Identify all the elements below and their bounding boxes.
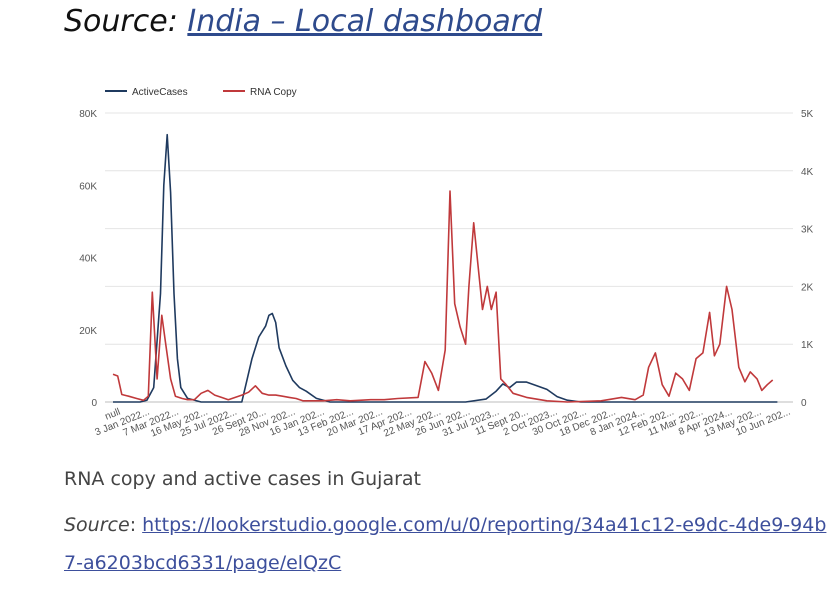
y-left-tick-label: 20K	[79, 326, 97, 337]
y-axis-left: 0 20K 40K 60K 80K	[79, 109, 97, 409]
y-left-tick-label: 0	[91, 398, 97, 409]
x-tick-label: null	[104, 407, 123, 423]
y-left-tick-label: 40K	[79, 254, 97, 265]
y-right-tick-label: 2K	[801, 282, 814, 293]
caption-source-sep: :	[129, 514, 143, 536]
caption-source: Source: https://lookerstudio.google.com/…	[64, 506, 834, 582]
y-right-tick-label: 0	[801, 398, 807, 409]
y-right-tick-label: 4K	[801, 167, 814, 178]
chart-caption: RNA copy and active cases in Gujarat	[64, 468, 422, 490]
rna-copy-line	[112, 190, 774, 403]
caption-source-label: Source	[64, 514, 130, 536]
y-left-tick-label: 60K	[79, 181, 97, 192]
legend: ActiveCases RNA Copy	[105, 87, 297, 98]
y-left-tick-label: 80K	[79, 109, 97, 120]
chart-canvas: ActiveCases RNA Copy 0 20K 40K 60K 80K 0 1K 2K…	[79, 87, 814, 440]
caption-source-link[interactable]: https://lookerstudio.google.com/u/0/repo…	[64, 514, 827, 574]
y-right-tick-label: 1K	[801, 340, 814, 351]
source-heading: Source: India – Local dashboard	[64, 4, 542, 39]
source-prefix: Source:	[64, 4, 178, 39]
y-right-tick-label: 3K	[801, 225, 814, 236]
dashboard-link[interactable]: India – Local dashboard	[187, 4, 543, 39]
legend-label-rna: RNA Copy	[250, 87, 297, 98]
plot-lines	[112, 133, 778, 403]
legend-label-active: ActiveCases	[132, 87, 188, 98]
y-axis-right: 0 1K 2K 3K 4K 5K	[801, 109, 814, 409]
y-right-tick-label: 5K	[801, 109, 814, 120]
active-cases-line	[113, 133, 778, 403]
gridlines	[105, 112, 793, 403]
